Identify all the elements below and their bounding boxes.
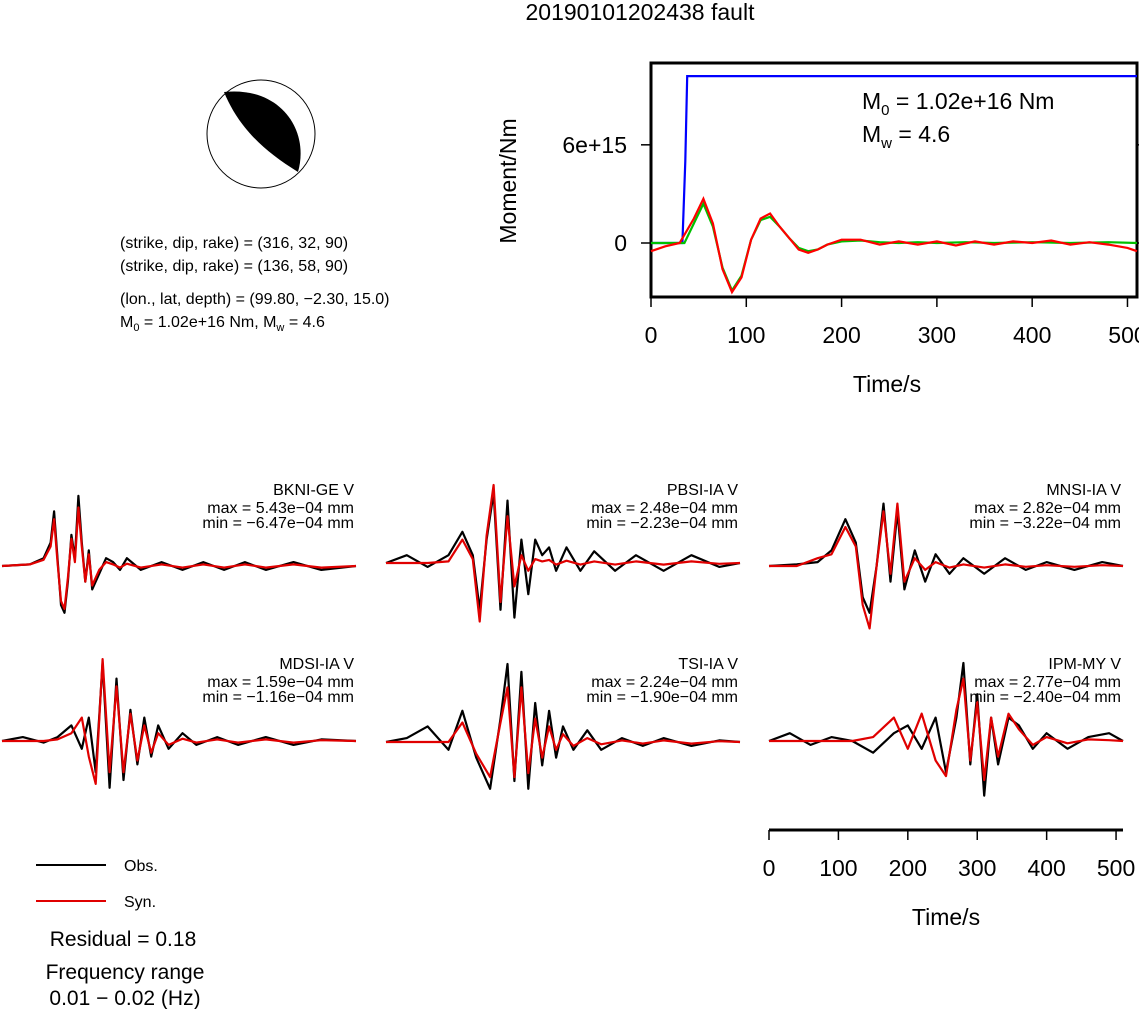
waveform-syn-trace	[1, 506, 357, 610]
moment-x-tick-label: 100	[727, 322, 765, 348]
moment-x-tick-label: 300	[918, 322, 956, 348]
station-name: MNSI-IA V	[1046, 482, 1121, 499]
waveform-obs-trace	[768, 502, 1124, 614]
mech-line-1: (strike, dip, rake) = (316, 32, 90)	[120, 235, 348, 252]
station-min: min = −2.23e−04 mm	[586, 515, 738, 532]
frequency-value: 0.01 − 0.02 (Hz)	[49, 987, 200, 1009]
station-min: min = −1.90e−04 mm	[586, 689, 738, 706]
waveform-syn-trace	[769, 502, 1124, 630]
figure-title: 20190101202438 fault	[526, 0, 756, 25]
moment-x-tick-label: 500	[1108, 322, 1139, 348]
moment-m0-annotation: M0 = 1.02e+16 Nm	[862, 88, 1054, 119]
waveform-x-tick-label: 100	[819, 855, 857, 881]
station-min: min = −1.16e−04 mm	[202, 689, 354, 706]
station-name: BKNI-GE V	[273, 482, 354, 499]
mech-line-2: (strike, dip, rake) = (136, 58, 90)	[120, 258, 348, 275]
waveform-syn-trace	[386, 686, 741, 779]
moment-plot-frame	[649, 61, 1139, 299]
moment-x-tick-label: 200	[822, 322, 860, 348]
moment-y-tick-label: 0	[614, 230, 627, 256]
station-max: max = 5.43e−04 mm	[207, 500, 354, 517]
station-max: max = 2.82e−04 mm	[974, 500, 1121, 517]
moment-x-axis-label: Time/s	[853, 371, 921, 397]
moment-series-1	[651, 201, 1138, 293]
waveform-x-axis-label: Time/s	[912, 904, 980, 930]
waveform-x-tick-label: 300	[958, 855, 996, 881]
waveform-time-axis: Time/s 0 100 200 300 400 500	[763, 828, 1135, 930]
waveform-x-tick-label: 500	[1097, 855, 1135, 881]
mech-line-4: M0 = 1.02e+16 Nm, Mw = 4.6	[120, 314, 325, 334]
moment-x-tick-label: 400	[1013, 322, 1051, 348]
station-name: TSI-IA V	[678, 656, 738, 673]
station-name: MDSI-IA V	[279, 656, 354, 673]
focal-mechanism: (strike, dip, rake) = (316, 32, 90) (str…	[120, 79, 390, 334]
legend-syn-label: Syn.	[124, 894, 156, 911]
beachball-compression	[224, 91, 301, 172]
legend-obs-label: Obs.	[124, 858, 158, 875]
waveform-x-tick-label: 400	[1027, 855, 1065, 881]
waveform-x-tick-label: 200	[889, 855, 927, 881]
waveform-syn-trace	[2, 658, 357, 785]
station-name: PBSI-IA V	[667, 482, 738, 499]
station-name: IPM-MY V	[1048, 656, 1121, 673]
station-max: max = 2.24e−04 mm	[591, 674, 738, 691]
moment-y-axis-label: Moment/Nm	[495, 118, 521, 243]
station-min: min = −6.47e−04 mm	[202, 515, 354, 532]
moment-series-2	[650, 196, 1138, 295]
station-max: max = 2.77e−04 mm	[974, 674, 1121, 691]
station-min: min = −2.40e−04 mm	[969, 689, 1121, 706]
moment-rate-chart: M0 = 1.02e+16 Nm Mw = 4.6 Time/s Moment/…	[495, 61, 1139, 397]
waveform-syn-trace	[769, 677, 1124, 782]
moment-x-tick-label: 0	[645, 322, 658, 348]
waveform-obs-trace	[385, 491, 741, 619]
residual-text: Residual = 0.18	[50, 928, 197, 951]
station-max: max = 1.59e−04 mm	[207, 674, 354, 691]
mech-line-3: (lon., lat, depth) = (99.80, −2.30, 15.0…	[120, 291, 390, 308]
legend: Obs. Syn.	[36, 858, 158, 911]
station-min: min = −3.22e−04 mm	[969, 515, 1121, 532]
moment-mw-annotation: Mw = 4.6	[862, 121, 950, 152]
waveform-syn-trace	[386, 483, 741, 623]
waveform-x-tick-label: 0	[763, 855, 776, 881]
moment-y-tick-label: 6e+15	[562, 132, 627, 158]
frequency-label: Frequency range	[46, 961, 205, 984]
station-max: max = 2.48e−04 mm	[591, 500, 738, 517]
